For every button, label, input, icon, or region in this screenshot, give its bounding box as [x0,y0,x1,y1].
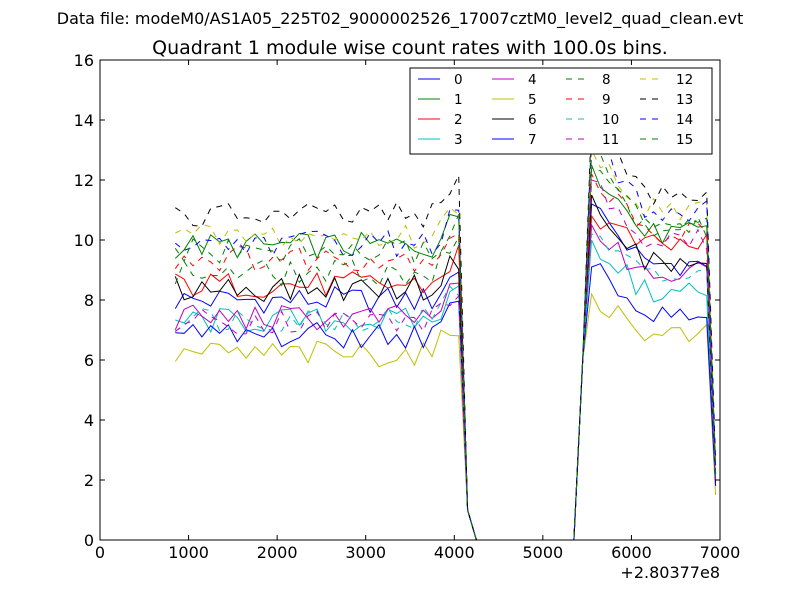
series-line-11 [174,179,717,541]
suptitle: Data file: modeM0/AS1A05_225T02_90000025… [57,9,743,29]
legend-label-2: 2 [454,112,463,128]
legend-label-3: 3 [454,132,463,148]
series-line-8 [174,167,717,541]
x-offset-label: +2.80377e8 [620,563,720,582]
series-line-6 [174,194,717,541]
legend-label-8: 8 [602,72,611,88]
y-tick-label: 8 [84,291,94,310]
series-line-1 [174,164,717,541]
legend-label-5: 5 [528,92,537,108]
series-line-15 [174,152,717,541]
series-line-5 [174,292,717,541]
y-tick-label: 12 [74,171,94,190]
series-line-10 [175,233,717,541]
legend-label-6: 6 [528,112,537,128]
y-tick-label: 0 [84,531,94,550]
legend-label-10: 10 [602,112,619,128]
x-tick-label: 5000 [522,543,563,562]
legend-label-0: 0 [454,72,463,88]
series-line-7 [175,263,717,541]
x-tick-label: 4000 [434,543,475,562]
legend-label-13: 13 [676,92,693,108]
x-tick-label: 7000 [700,543,741,562]
legend-label-14: 14 [676,112,693,128]
legend-label-9: 9 [602,92,611,108]
legend-label-4: 4 [528,72,537,88]
plot-lines [174,115,717,541]
x-tick-label: 6000 [611,543,652,562]
y-tick-label: 16 [74,51,94,70]
series-line-9 [174,173,717,541]
x-tick-label: 2000 [257,543,298,562]
y-tick-label: 10 [74,231,94,250]
x-tick-label: 0 [95,543,105,562]
series-line-4 [174,223,717,541]
chart-title: Quadrant 1 module wise count rates with … [152,37,668,59]
x-tick-label: 3000 [345,543,386,562]
y-tick-label: 4 [84,411,94,430]
series-line-2 [175,214,717,541]
legend-box [409,67,713,155]
series-line-14 [174,131,717,541]
series-line-13 [175,115,717,541]
y-tick-label: 14 [74,111,94,130]
y-tick-label: 6 [84,351,94,370]
legend-label-1: 1 [454,92,463,108]
legend-label-7: 7 [528,132,537,148]
y-tick-label: 2 [84,471,94,490]
legend-label-15: 15 [676,132,693,148]
series-line-12 [175,148,717,541]
legend-label-12: 12 [676,72,693,88]
ticks: 0 1000 2000 3000 4000 5000 6000 700002468101214… [74,51,741,562]
legend-label-11: 11 [602,132,619,148]
series-line-0 [174,203,717,541]
x-tick-label: 1000 [168,543,209,562]
